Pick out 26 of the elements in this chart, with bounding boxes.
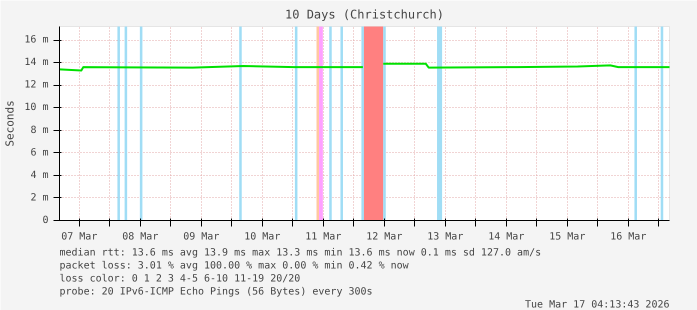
text: probe: 20 IPv6-ICMP Echo Pings (56 Bytes) every 300s: [60, 286, 373, 298]
y-tick-label: 2 m: [30, 192, 48, 204]
y-tick-label: 12 m: [24, 80, 49, 91]
y-tick-label: 16 m: [24, 34, 49, 46]
x-tick-label: 09 Mar: [183, 232, 220, 242]
text: loss color: 0 1 2 3 4-5 6-10 11-19 20/20: [60, 274, 300, 284]
x-tick-label: 13 Mar: [427, 232, 464, 242]
text: median rtt: 13.6 ms avg 13.9 ms max 13.3 ms min 13.6 ms now 0.1 ms sd 127.0 am/s: [60, 248, 542, 258]
y-tick-label: 6 m: [30, 147, 48, 158]
text: Tue Mar 17 04:13:43 2026: [525, 300, 670, 310]
text: packet loss: 3.01 % avg 100.00 % max 0.00 % min 0.42 % now: [60, 260, 410, 272]
x-tick-label: 11 Mar: [305, 232, 342, 242]
x-tick-label: 12 Mar: [366, 232, 402, 242]
x-tick-label: 16 Mar: [610, 232, 646, 242]
x-tick-label: 08 Mar: [122, 232, 158, 242]
y-tick-label: 4 m: [30, 170, 48, 181]
x-tick-label: 14 Mar: [488, 232, 524, 242]
x-tick-label: 07 Mar: [61, 232, 98, 242]
y-tick-label: 0: [42, 215, 49, 226]
x-tick-label: 10 Mar: [244, 232, 280, 242]
x-tick-label: 15 Mar: [549, 232, 586, 242]
chart-title: 10 Days (Christchurch): [285, 8, 444, 22]
y-axis-title: Seconds: [3, 100, 16, 147]
y-tick-label: 14 m: [24, 57, 49, 68]
y-tick-label: 8 m: [30, 124, 48, 136]
y-tick-label: 10 m: [24, 102, 49, 114]
